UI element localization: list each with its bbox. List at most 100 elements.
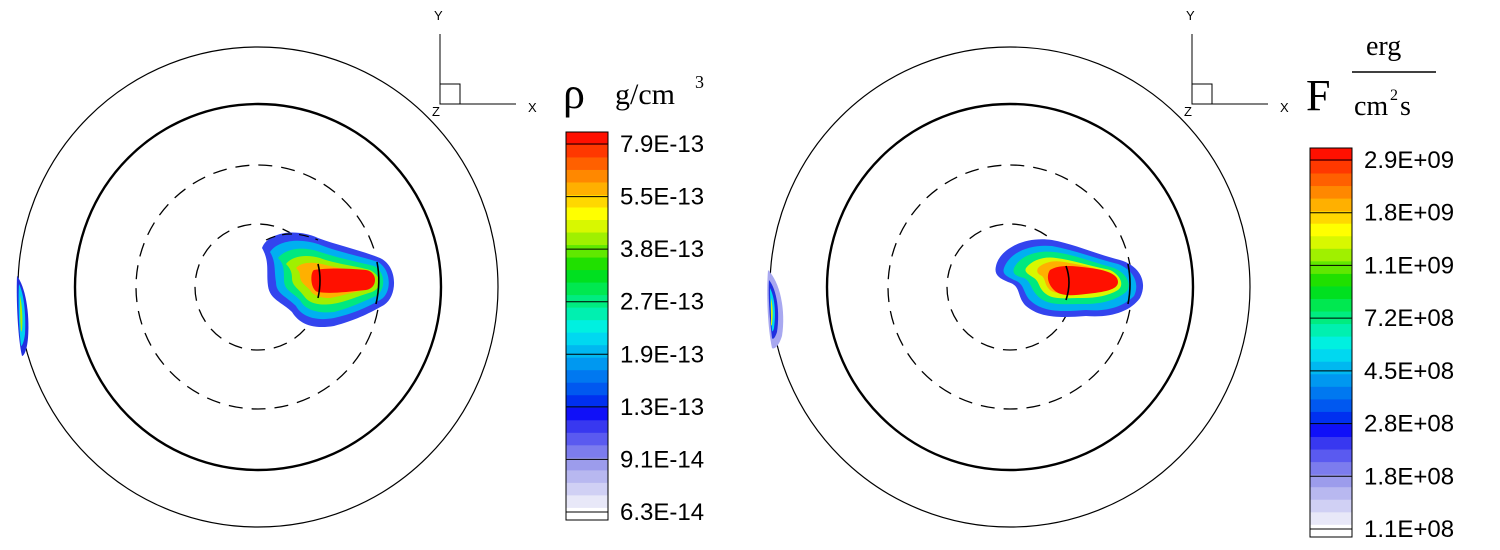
right-colorbar-swatch [1310, 298, 1352, 312]
right-edge-feature [767, 270, 784, 349]
left-colorbar-swatch [566, 444, 608, 458]
left-arc-b [375, 261, 380, 305]
right-colorbar-swatch [1310, 449, 1352, 463]
left-colorbar-swatch [566, 194, 608, 208]
right-colorbar-swatch [1310, 424, 1352, 438]
left-colorbar-swatch [566, 269, 608, 283]
right-colorbar-swatch [1310, 248, 1352, 262]
right-colorbar-swatch [1310, 524, 1352, 538]
left-blob [262, 232, 395, 328]
right-triad-y-label: Y [1186, 8, 1195, 23]
left-arc-a [317, 263, 321, 299]
left-colorbar-swatch [566, 507, 608, 521]
left-inner-ring [73, 102, 443, 472]
right-colorbar-frame [1309, 147, 1353, 538]
right-axes-triad: Y X Z [1184, 8, 1289, 119]
left-colorbar-unit-sup: 3 [695, 72, 704, 92]
right-colorbar-swatch [1310, 373, 1352, 387]
left-colorbar-swatch [566, 369, 608, 383]
left-edge-feature [16, 276, 29, 356]
left-colorbar-swatch [566, 457, 608, 471]
left-colorbar-unit: g/cm [615, 78, 675, 111]
left-colorbar-swatch [566, 294, 608, 308]
right-colorbar-swatch [1310, 398, 1352, 412]
right-colorbar-ticks: 2.9E+09 1.8E+09 1.1E+09 7.2E+08 4.5E+08 2.8E+… [1310, 147, 1454, 543]
right-colorbar-swatch [1310, 348, 1352, 362]
left-dash-over-blob [265, 233, 319, 241]
right-colorbar-swatch [1310, 499, 1352, 513]
left-colorbar-swatch [566, 182, 608, 195]
left-colorbar-swatch [566, 282, 608, 296]
right-colorbar-swatch [1310, 486, 1352, 500]
right-triad-x-label: X [1280, 100, 1289, 115]
left-colorbar-swatch [566, 307, 608, 321]
left-colorbar-swatch [566, 494, 608, 508]
right-colorbar-swatch [1310, 173, 1352, 187]
right-colorbar-swatch [1310, 361, 1352, 375]
right-colorbar-tick-label: 1.1E+09 [1364, 252, 1454, 279]
right-colorbar-unit-denominator: cm [1354, 91, 1388, 122]
left-colorbar-swatch [566, 357, 608, 371]
left-colorbar-swatch [566, 482, 608, 496]
left-colorbar-swatch [566, 157, 608, 170]
right-colorbar-swatch [1310, 474, 1352, 488]
left-colorbar-ticks: 7.9E-13 5.5E-13 3.8E-13 2.7E-13 1.9E-13 1.3E-… [566, 131, 704, 526]
right-colorbar-tick-label: 1.8E+08 [1364, 463, 1454, 490]
left-colorbar-swatch [566, 169, 608, 183]
left-colorbar-tick-label: 3.8E-13 [620, 236, 704, 263]
right-colorbar-swatch [1310, 148, 1352, 161]
left-colorbar-swatch [566, 394, 608, 408]
right-inner-ring [825, 102, 1195, 472]
right-colorbar-swatch [1310, 461, 1352, 475]
left-colorbar-swatch [566, 144, 608, 158]
left-colorbar-swatch [566, 469, 608, 483]
right-colorbar-swatch [1310, 286, 1352, 299]
left-colorbar-swatch [566, 219, 608, 233]
right-colorbar-tick-label: 4.5E+08 [1364, 358, 1454, 385]
right-colorbar-swatch [1310, 436, 1352, 450]
right-colorbar-swatch [1310, 185, 1352, 199]
right-colorbar-tick-label: 2.8E+08 [1364, 411, 1454, 438]
right-triad-z-label: Z [1184, 104, 1192, 119]
left-colorbar-swatch [566, 407, 608, 421]
left-colorbar-symbol: ρ [563, 69, 585, 118]
left-colorbar-tick-label: 6.3E-14 [620, 499, 704, 526]
right-colorbar-swatch [1310, 323, 1352, 337]
right-outer-ring [769, 46, 1251, 528]
right-colorbar-tick-label: 7.2E+08 [1364, 305, 1454, 332]
right-colorbar-swatch [1310, 223, 1352, 237]
right-colorbar-symbol: F [1306, 71, 1330, 120]
right-colorbar-tick-label: 2.9E+09 [1364, 147, 1454, 174]
left-colorbar-tick-label: 5.5E-13 [620, 184, 704, 211]
left-colorbar-frame [565, 131, 609, 521]
left-colorbar-swatch [566, 382, 608, 396]
left-colorbar-tick-label: 7.9E-13 [620, 131, 704, 158]
left-colorbar-tick-label: 1.3E-13 [620, 394, 704, 421]
right-arc-a [1065, 265, 1070, 301]
right-colorbar-tick-label: 1.8E+09 [1364, 200, 1454, 227]
right-colorbar-swatch [1310, 386, 1352, 400]
right-colorbar-swatch [1310, 210, 1352, 224]
right-colorbar-swatch [1310, 160, 1352, 174]
left-colorbar-swatch [566, 244, 608, 258]
left-colorbar-swatch [566, 344, 608, 358]
right-colorbar-swatch [1310, 411, 1352, 425]
left-panel: Y X Z ρ g/cm 3 7.9E-13 5.5E-13 3.8E-13 2.7E… [16, 8, 704, 528]
left-colorbar-swatch [566, 232, 608, 246]
right-colorbar-swatch [1310, 273, 1352, 287]
left-colorbar-swatch [566, 419, 608, 433]
left-outer-ring [17, 46, 499, 528]
left-triad-z-label: Z [432, 104, 440, 119]
left-colorbar-tick-label: 9.1E-14 [620, 446, 704, 473]
right-arc-b [1127, 263, 1131, 305]
left-colorbar-tick-label: 2.7E-13 [620, 289, 704, 316]
right-colorbar-unit-denominator-tail: s [1400, 91, 1411, 122]
left-colorbar-swatch [566, 132, 608, 145]
left-colorbar [565, 131, 609, 521]
right-colorbar-tick-label: 1.1E+08 [1364, 516, 1454, 543]
right-colorbar-swatch [1310, 336, 1352, 350]
right-colorbar-swatch [1310, 235, 1352, 249]
left-colorbar-swatch [566, 432, 608, 446]
right-colorbar-swatch [1310, 198, 1352, 212]
right-colorbar-swatch [1310, 260, 1352, 274]
